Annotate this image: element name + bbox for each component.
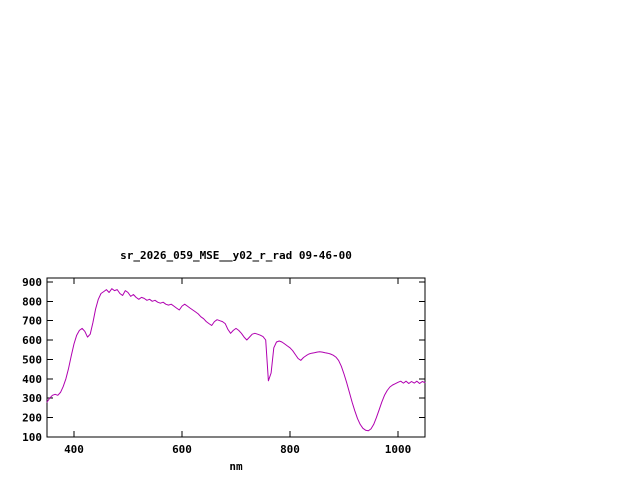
y-tick-label: 400 (22, 373, 42, 386)
y-tick-label: 600 (22, 334, 42, 347)
y-tick-label: 100 (22, 431, 42, 444)
y-tick-label: 700 (22, 315, 42, 328)
x-tick-label: 800 (280, 443, 300, 456)
x-tick-label: 1000 (385, 443, 412, 456)
x-tick-label: 400 (64, 443, 84, 456)
y-tick-label: 800 (22, 295, 42, 308)
data-curve (46, 288, 426, 432)
y-tick-label: 500 (22, 353, 42, 366)
chart-title: sr_2026_059_MSE__y02_r_rad 09-46-00 (120, 249, 352, 262)
x-tick-label: 600 (172, 443, 192, 456)
axis-tick-labels: 400 600 800 1000 100 200 300 400 500 600 700 800 900 (22, 276, 411, 456)
y-tick-label: 300 (22, 392, 42, 405)
plot-border (46, 277, 426, 438)
y-tick-label: 200 (22, 412, 42, 425)
axis-ticks (47, 278, 425, 438)
x-axis-label: nm (229, 460, 243, 473)
y-tick-label: 900 (22, 276, 42, 289)
